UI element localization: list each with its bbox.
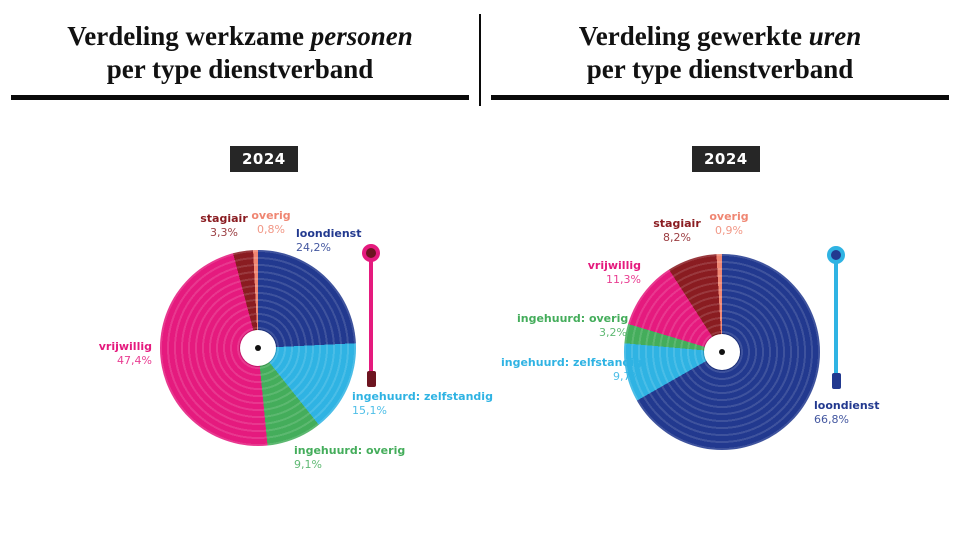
record-center-dot [719, 349, 725, 355]
title-underline [11, 94, 469, 100]
slice-label-overig: overig 0,9% [709, 210, 749, 238]
year-badge: 2024 [692, 146, 760, 172]
chart-title-personen: Verdeling werkzame personen per type die… [0, 0, 480, 86]
panel-uren: Verdeling gewerkte uren per type dienstv… [480, 0, 960, 540]
title-line2: per type dienstverband [586, 53, 854, 84]
slice-label-vrijwillig: vrijwillig 11,3% [587, 259, 641, 287]
record-center [704, 334, 740, 370]
title-underline [491, 94, 949, 100]
tonearm-icon [826, 246, 846, 389]
tonearm-arm-icon [369, 260, 373, 372]
slice-label-overig: overig 0,8% [251, 209, 291, 237]
title-text-regular: Verdeling werkzame [67, 21, 311, 51]
record-center-dot [255, 345, 261, 351]
title-divider [479, 14, 481, 106]
title-text-regular: Verdeling gewerkte [578, 21, 809, 51]
slice-label-loondienst: loondienst 66,8% [814, 399, 880, 427]
year-badge: 2024 [230, 146, 298, 172]
slice-label-stagiair: stagiair 8,2% [653, 217, 701, 245]
title-text-italic: uren [808, 21, 862, 51]
title-line1: Verdeling gewerkte uren [480, 20, 960, 53]
pie-chart-personen [160, 250, 356, 446]
slice-label-loondienst: loondienst 24,2% [296, 227, 362, 255]
tonearm-cartridge-icon [831, 373, 841, 389]
slice-label-ingehuurd-zelfstandig: ingehuurd: zelfstandig 9,7% [501, 356, 642, 384]
pie-chart-uren [624, 254, 820, 450]
tonearm-icon [361, 244, 381, 387]
tonearm-arm-icon [834, 262, 838, 374]
slice-label-stagiair: stagiair 3,3% [200, 212, 248, 240]
panel-personen: Verdeling werkzame personen per type die… [0, 0, 493, 472]
slice-label-vrijwillig: vrijwillig 47,4% [98, 340, 152, 368]
title-line2: per type dienstverband [106, 53, 374, 84]
slice-label-ingehuurd-overig: ingehuurd: overig 3,2% [517, 312, 629, 340]
slice-label-ingehuurd-zelfstandig: ingehuurd: zelfstandig 15,1% [352, 390, 493, 418]
title-line1: Verdeling werkzame personen [0, 20, 480, 53]
title-text-italic: personen [310, 21, 413, 51]
slice-label-ingehuurd-overig: ingehuurd: overig 9,1% [294, 444, 406, 472]
record-center [240, 330, 276, 366]
tonearm-cartridge-icon [366, 371, 376, 387]
chart-title-uren: Verdeling gewerkte uren per type dienstv… [480, 0, 960, 86]
